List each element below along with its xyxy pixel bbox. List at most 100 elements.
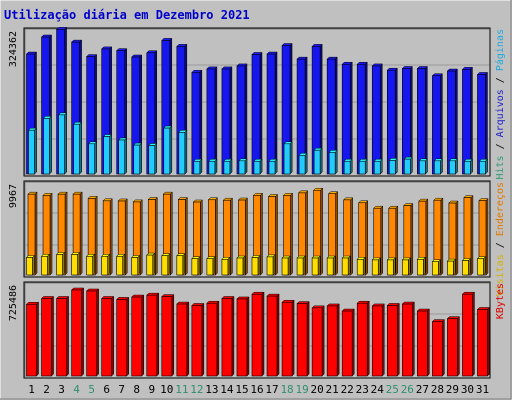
x-tick-label: 26 [401, 383, 414, 396]
x-tick-label: 10 [160, 383, 173, 396]
visitas-bar [477, 258, 484, 276]
visitas-bar-side [137, 254, 140, 276]
paginas-bar [449, 160, 456, 175]
enderecos-bar-side [170, 191, 173, 276]
visitas-bar [26, 257, 33, 276]
legend-item: / [495, 77, 506, 89]
visitas-bar [386, 259, 394, 276]
x-tick-label: 18 [280, 383, 293, 396]
hits-panel-max-value-label: 324362 [8, 31, 19, 67]
visitas-bar [326, 257, 334, 276]
x-axis-day-labels: 1 2 3 4 5 6 7 8 9 10 11 12 13 14 15 16 17 18 19 20 21 22 23 24 2… [28, 383, 489, 396]
paginas-bar [464, 160, 471, 175]
enderecos-bar-side [185, 196, 188, 276]
enderecos-bar-side [124, 198, 128, 276]
visitas-bar [371, 259, 379, 276]
kbytes-bar [311, 307, 323, 377]
chart-panels: 324362 Hits / Arquivos / Páginas 9967 Visit… [8, 26, 506, 379]
x-tick-label: 20 [311, 383, 324, 396]
kbytes-bar-side [231, 295, 235, 377]
paginas-bar [223, 160, 231, 175]
legend-item: Visitas [495, 254, 506, 296]
enderecos-bar-side [200, 199, 203, 276]
kbytes-bar [356, 302, 368, 377]
legend-item: Páginas [494, 29, 506, 77]
kbytes-bar [146, 294, 158, 377]
paginas-bar-side [169, 125, 173, 175]
kbytes-bar-side [96, 288, 99, 377]
paginas-bar [328, 152, 336, 175]
paginas-bar [238, 160, 246, 175]
visitas-bar [251, 257, 259, 276]
x-tick-label: 6 [103, 383, 110, 396]
visitas-bar-side [92, 253, 95, 276]
paginas-bar [268, 160, 276, 175]
kbytes-bar-side [81, 287, 84, 377]
kbytes-bar [447, 318, 458, 377]
kbytes-bar [477, 309, 488, 377]
paginas-bar [88, 143, 95, 175]
visitas-bar [56, 254, 63, 276]
hits-panel: 324362 Hits / Arquivos / Páginas [8, 26, 506, 180]
x-tick-label: 1 [28, 383, 35, 396]
enderecos-bar-side [94, 195, 98, 276]
kbytes-bar [116, 299, 127, 377]
paginas-bar-side [229, 158, 233, 175]
kbytes-panel-max-value-label: 725486 [8, 285, 19, 321]
x-tick-label: 28 [431, 383, 444, 396]
visitas-bar [296, 257, 304, 276]
visitas-bar-side [107, 253, 110, 276]
kbytes-bar-side [156, 292, 160, 377]
legend-item: / [495, 143, 506, 155]
x-tick-label: 21 [326, 383, 339, 396]
kbytes-bar [26, 303, 37, 377]
visitas-bar [432, 261, 439, 276]
paginas-bar-side [79, 121, 82, 175]
arquivos-bar [206, 68, 216, 175]
visitas-bar [311, 257, 319, 276]
visitas-bar-side [197, 256, 201, 276]
paginas-bar-side [214, 158, 218, 175]
x-tick-label: 30 [461, 383, 474, 396]
visitas-bar [206, 258, 214, 276]
legend-item: Hits [495, 155, 506, 179]
paginas-bar-side [199, 158, 203, 175]
visitas-bar-side [122, 253, 125, 276]
kbytes-bar-side [171, 293, 175, 377]
kbytes-bar [417, 310, 428, 377]
visitas-bar [71, 254, 78, 276]
kbytes-bar [221, 298, 233, 377]
visitas-bar [402, 259, 409, 276]
paginas-bar [313, 149, 321, 175]
paginas-bar [388, 160, 396, 175]
paginas-bar-side [109, 133, 112, 175]
kbytes-bar [41, 298, 52, 377]
paginas-bar [43, 117, 50, 175]
paginas-bar [373, 160, 381, 175]
arquivos-bar [462, 69, 471, 175]
kbytes-bar [86, 290, 97, 377]
paginas-bar [73, 123, 80, 175]
paginas-bar-side [244, 158, 248, 175]
x-tick-label: 17 [265, 383, 278, 396]
arquivos-bar-side [199, 69, 203, 175]
paginas-bar [118, 139, 125, 175]
visitas-bar [161, 255, 169, 276]
x-tick-label: 14 [220, 383, 234, 396]
visitas-bar [341, 257, 349, 276]
visitas-bar [176, 255, 184, 276]
kbytes-bar [462, 293, 473, 377]
x-tick-label: 9 [148, 383, 155, 396]
x-tick-label: 19 [295, 383, 308, 396]
visitas-bar-side [152, 252, 156, 276]
paginas-bar [148, 145, 156, 175]
x-tick-label: 15 [235, 383, 248, 396]
x-tick-label: 25 [386, 383, 399, 396]
x-tick-label: 16 [250, 383, 263, 396]
x-tick-label: 8 [133, 383, 140, 396]
x-tick-label: 2 [43, 383, 50, 396]
arquivos-bar [221, 68, 231, 175]
paginas-bar [434, 160, 441, 175]
kbytes-bar-side [216, 300, 220, 377]
